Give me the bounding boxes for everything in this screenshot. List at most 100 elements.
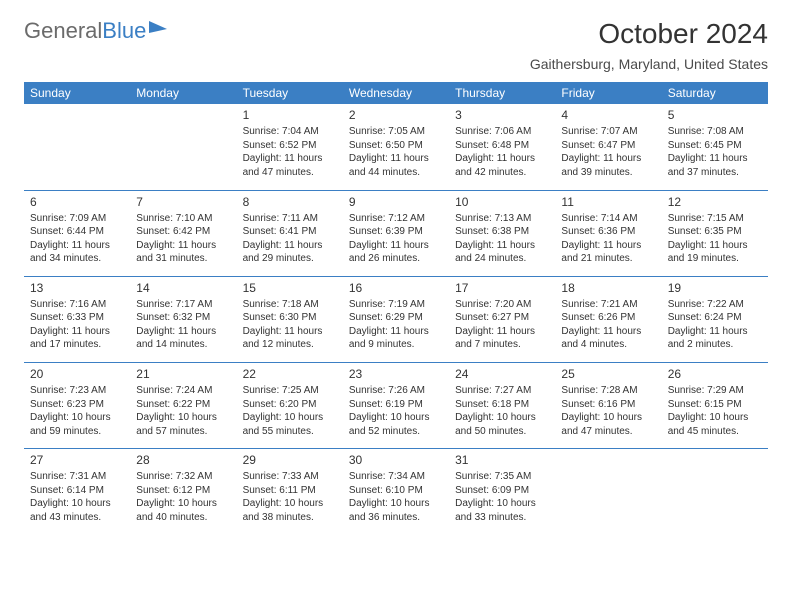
daylight-text: Daylight: 10 hours and 33 minutes. [455, 497, 549, 524]
sunrise-text: Sunrise: 7:08 AM [668, 125, 762, 139]
sunset-text: Sunset: 6:52 PM [243, 139, 337, 153]
sunset-text: Sunset: 6:10 PM [349, 484, 443, 498]
calendar-cell: 7Sunrise: 7:10 AMSunset: 6:42 PMDaylight… [130, 190, 236, 276]
day-number: 5 [668, 107, 762, 123]
calendar-cell: 21Sunrise: 7:24 AMSunset: 6:22 PMDayligh… [130, 362, 236, 448]
calendar-cell: 30Sunrise: 7:34 AMSunset: 6:10 PMDayligh… [343, 449, 449, 535]
day-number: 25 [561, 366, 655, 382]
day-number: 15 [243, 280, 337, 296]
sunrise-text: Sunrise: 7:06 AM [455, 125, 549, 139]
calendar-cell: 13Sunrise: 7:16 AMSunset: 6:33 PMDayligh… [24, 276, 130, 362]
sunrise-text: Sunrise: 7:31 AM [30, 470, 124, 484]
day-number: 14 [136, 280, 230, 296]
daylight-text: Daylight: 11 hours and 2 minutes. [668, 325, 762, 352]
daylight-text: Daylight: 11 hours and 24 minutes. [455, 239, 549, 266]
calendar-cell: 11Sunrise: 7:14 AMSunset: 6:36 PMDayligh… [555, 190, 661, 276]
calendar-cell: 24Sunrise: 7:27 AMSunset: 6:18 PMDayligh… [449, 362, 555, 448]
sunset-text: Sunset: 6:42 PM [136, 225, 230, 239]
logo-text-blue: Blue [102, 18, 146, 44]
sunrise-text: Sunrise: 7:26 AM [349, 384, 443, 398]
day-number: 20 [30, 366, 124, 382]
calendar-cell: 9Sunrise: 7:12 AMSunset: 6:39 PMDaylight… [343, 190, 449, 276]
sunrise-text: Sunrise: 7:28 AM [561, 384, 655, 398]
sunrise-text: Sunrise: 7:11 AM [243, 212, 337, 226]
calendar-cell: 23Sunrise: 7:26 AMSunset: 6:19 PMDayligh… [343, 362, 449, 448]
daylight-text: Daylight: 10 hours and 43 minutes. [30, 497, 124, 524]
sunset-text: Sunset: 6:50 PM [349, 139, 443, 153]
calendar-cell [130, 104, 236, 190]
day-number: 27 [30, 452, 124, 468]
calendar-cell: 12Sunrise: 7:15 AMSunset: 6:35 PMDayligh… [662, 190, 768, 276]
day-header: Sunday [24, 82, 130, 104]
daylight-text: Daylight: 10 hours and 57 minutes. [136, 411, 230, 438]
daylight-text: Daylight: 11 hours and 12 minutes. [243, 325, 337, 352]
sunrise-text: Sunrise: 7:04 AM [243, 125, 337, 139]
calendar-cell: 28Sunrise: 7:32 AMSunset: 6:12 PMDayligh… [130, 449, 236, 535]
sunset-text: Sunset: 6:45 PM [668, 139, 762, 153]
sunrise-text: Sunrise: 7:27 AM [455, 384, 549, 398]
daylight-text: Daylight: 11 hours and 26 minutes. [349, 239, 443, 266]
day-header: Tuesday [237, 82, 343, 104]
day-number: 4 [561, 107, 655, 123]
day-number: 18 [561, 280, 655, 296]
sunset-text: Sunset: 6:38 PM [455, 225, 549, 239]
logo-text-gray: General [24, 18, 102, 44]
daylight-text: Daylight: 10 hours and 59 minutes. [30, 411, 124, 438]
calendar-cell [662, 449, 768, 535]
sunset-text: Sunset: 6:19 PM [349, 398, 443, 412]
calendar-cell: 22Sunrise: 7:25 AMSunset: 6:20 PMDayligh… [237, 362, 343, 448]
sunset-text: Sunset: 6:33 PM [30, 311, 124, 325]
sunrise-text: Sunrise: 7:07 AM [561, 125, 655, 139]
day-number: 30 [349, 452, 443, 468]
daylight-text: Daylight: 11 hours and 7 minutes. [455, 325, 549, 352]
sunrise-text: Sunrise: 7:34 AM [349, 470, 443, 484]
daylight-text: Daylight: 11 hours and 14 minutes. [136, 325, 230, 352]
sunrise-text: Sunrise: 7:17 AM [136, 298, 230, 312]
daylight-text: Daylight: 10 hours and 45 minutes. [668, 411, 762, 438]
sunrise-text: Sunrise: 7:32 AM [136, 470, 230, 484]
daylight-text: Daylight: 11 hours and 39 minutes. [561, 152, 655, 179]
sunset-text: Sunset: 6:12 PM [136, 484, 230, 498]
sunset-text: Sunset: 6:26 PM [561, 311, 655, 325]
calendar-week: 13 Sunrise: 7:16 AMSunset: 6:33 PM Dayligh… [24, 276, 768, 362]
daylight-text: Daylight: 11 hours and 19 minutes. [668, 239, 762, 266]
daylight-text: Daylight: 11 hours and 9 minutes. [349, 325, 443, 352]
sunset-text: Sunset: 6:16 PM [561, 398, 655, 412]
daylight-text: Daylight: 11 hours and 4 minutes. [561, 325, 655, 352]
calendar-cell: 10Sunrise: 7:13 AMSunset: 6:38 PMDayligh… [449, 190, 555, 276]
title-block: October 2024 Gaithersburg, Maryland, Uni… [530, 18, 768, 72]
sunrise-text: Sunrise: 7:14 AM [561, 212, 655, 226]
day-number: 26 [668, 366, 762, 382]
calendar-cell: 2Sunrise: 7:05 AMSunset: 6:50 PMDaylight… [343, 104, 449, 190]
calendar-cell [24, 104, 130, 190]
calendar-cell: 3Sunrise: 7:06 AMSunset: 6:48 PMDaylight… [449, 104, 555, 190]
calendar-week: 20Sunrise: 7:23 AMSunset: 6:23 PMDayligh… [24, 362, 768, 448]
daylight-text: Daylight: 11 hours and 21 minutes. [561, 239, 655, 266]
calendar-cell: 20Sunrise: 7:23 AMSunset: 6:23 PMDayligh… [24, 362, 130, 448]
calendar-cell: 19Sunrise: 7:22 AMSunset: 6:24 PMDayligh… [662, 276, 768, 362]
daylight-text: Daylight: 10 hours and 47 minutes. [561, 411, 655, 438]
calendar-week: 27Sunrise: 7:31 AMSunset: 6:14 PMDayligh… [24, 449, 768, 535]
calendar-cell: 29Sunrise: 7:33 AMSunset: 6:11 PMDayligh… [237, 449, 343, 535]
day-number: 8 [243, 194, 337, 210]
sunrise-text: Sunrise: 7:35 AM [455, 470, 549, 484]
calendar-body: 1Sunrise: 7:04 AMSunset: 6:52 PMDaylight… [24, 104, 768, 535]
day-header: Wednesday [343, 82, 449, 104]
sunset-text: Sunset: 6:11 PM [243, 484, 337, 498]
day-number: 13 [30, 280, 124, 296]
day-number: 21 [136, 366, 230, 382]
day-number: 11 [561, 194, 655, 210]
daylight-text: Daylight: 11 hours and 37 minutes. [668, 152, 762, 179]
logo: GeneralBlue [24, 18, 167, 44]
sunset-text: Sunset: 6:23 PM [30, 398, 124, 412]
sunset-text: Sunset: 6:18 PM [455, 398, 549, 412]
calendar-cell: 1Sunrise: 7:04 AMSunset: 6:52 PMDaylight… [237, 104, 343, 190]
sunrise-text: Sunrise: 7:16 AM [30, 298, 124, 312]
sunrise-text: Sunrise: 7:12 AM [349, 212, 443, 226]
sunset-text: Sunset: 6:24 PM [668, 311, 762, 325]
day-number: 6 [30, 194, 124, 210]
sunrise-text: Sunrise: 7:10 AM [136, 212, 230, 226]
calendar-cell: 17Sunrise: 7:20 AMSunset: 6:27 PMDayligh… [449, 276, 555, 362]
calendar-cell: 26Sunrise: 7:29 AMSunset: 6:15 PMDayligh… [662, 362, 768, 448]
daylight-text: Daylight: 11 hours and 42 minutes. [455, 152, 549, 179]
